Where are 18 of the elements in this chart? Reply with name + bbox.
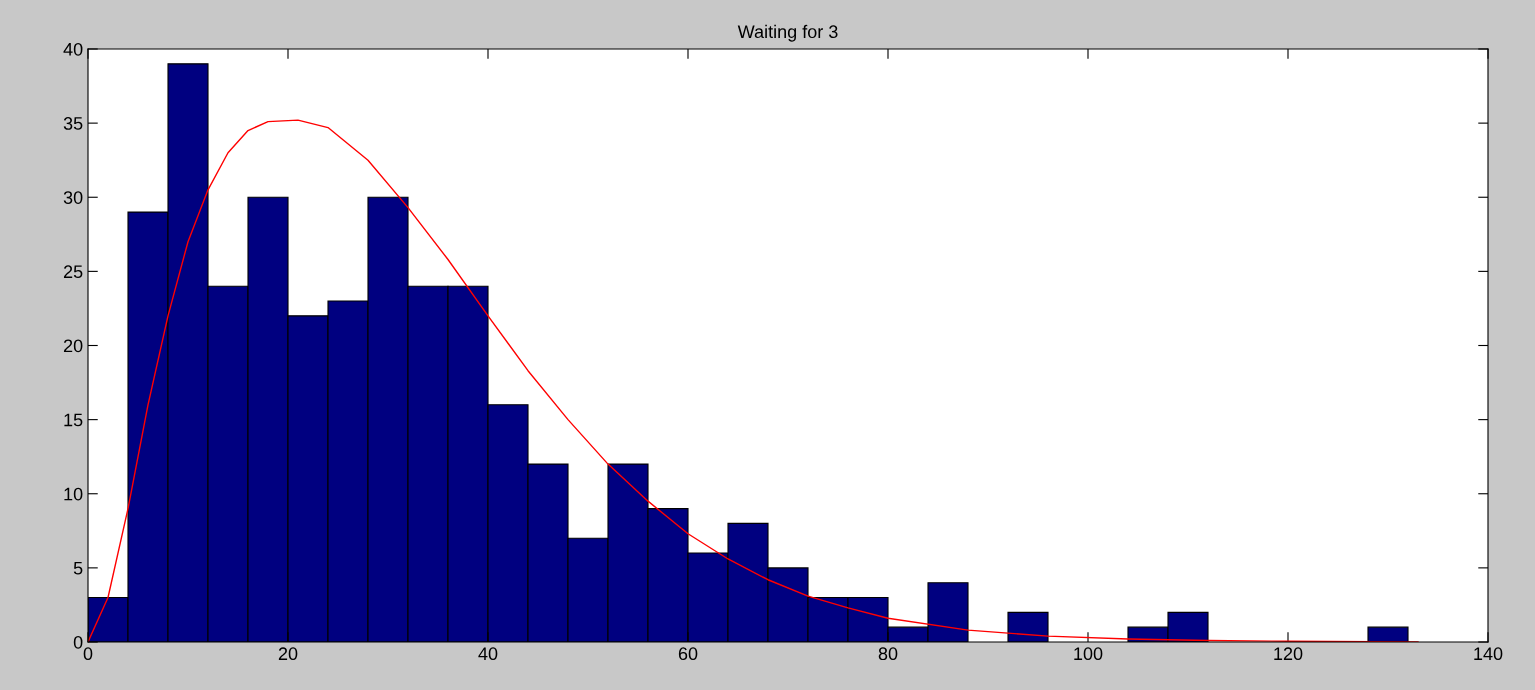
y-tick-label: 35 (63, 117, 83, 130)
x-tick-label: 120 (1274, 647, 1303, 661)
y-tick-label: 5 (73, 562, 83, 575)
y-tick-label: 0 (73, 635, 83, 649)
x-tick-label: 40 (478, 647, 498, 661)
chart-title: Waiting for 3 (737, 24, 838, 42)
x-tick-label: 20 (278, 647, 298, 661)
y-tick-label: 15 (64, 413, 83, 427)
y-tick-label: 25 (63, 265, 83, 279)
x-tick-label: 100 (1074, 647, 1103, 661)
x-tick-label: 80 (878, 647, 898, 661)
y-tick-label: 20 (63, 339, 83, 353)
x-tick-label: 60 (678, 647, 698, 661)
y-tick-label: 40 (63, 42, 83, 56)
y-tick-label: 10 (64, 487, 83, 501)
x-tick-label: 0 (83, 647, 93, 661)
x-tick-label: 140 (1474, 647, 1503, 661)
y-tick-label: 30 (63, 191, 83, 204)
